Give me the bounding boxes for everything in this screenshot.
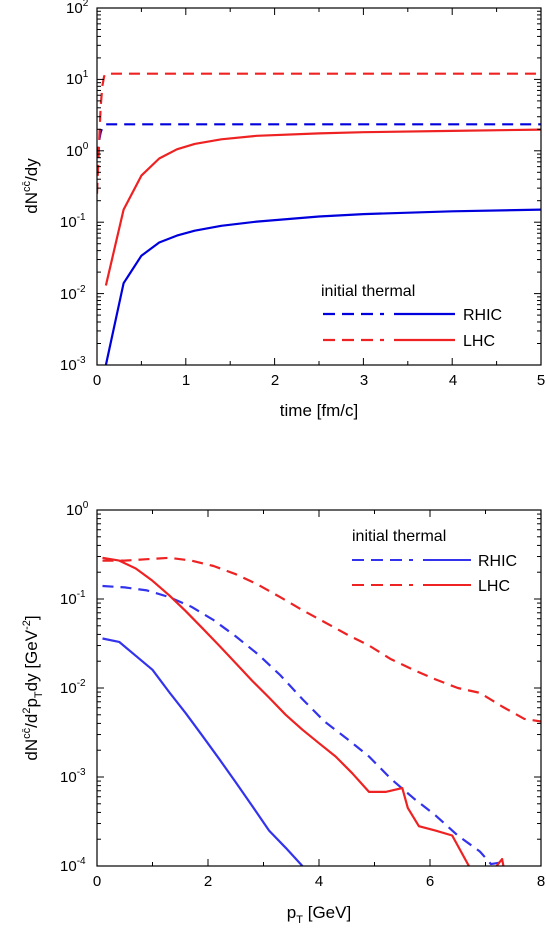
chart-bottom-xtick-label: 8 [537, 873, 545, 890]
chart-top-xtick-label: 2 [271, 372, 279, 389]
chart-bottom-xtick-label: 4 [315, 873, 323, 890]
chart-top-xtick-label: 1 [182, 372, 190, 389]
chart-bottom-xtick-label: 2 [204, 873, 212, 890]
chart-top-ytick-label: 102 [66, 0, 89, 17]
legend-label: RHIC [463, 307, 502, 324]
chart-bottom-frame [96, 509, 542, 867]
chart-bottom-xtick-label: 0 [93, 873, 101, 890]
chart-bottom-ytick-label: 10-3 [60, 767, 86, 786]
chart-top-xtick-label: 3 [360, 372, 368, 389]
chart-top-ytick-label: 10-3 [60, 355, 86, 374]
chart-bottom-legend: initial thermal RHIC LHC [352, 528, 517, 595]
chart-top-xtick-label: 5 [537, 372, 545, 389]
chart-bottom-xtick-label: 6 [426, 873, 434, 890]
chart-bottom-ylabel: dNcc̄/d2pTdy [GeV-2] [21, 615, 45, 760]
chart-top-series-rhic-thermal [104, 208, 541, 365]
chart-top-ytick-label: 10-1 [60, 212, 86, 231]
legend-header: initial thermal [352, 528, 446, 545]
chart-top-ytick-label: 101 [66, 69, 89, 88]
chart-top-ytick-label: 100 [66, 141, 89, 160]
chart-bottom-ticks [96, 509, 542, 867]
chart-top-ytick-label: 10-2 [60, 284, 86, 303]
chart-bottom-ytick-label: 10-4 [60, 856, 86, 875]
chart-top-series [97, 72, 541, 365]
legend-label: RHIC [478, 553, 517, 570]
chart-top-series-lhc-initial [97, 72, 541, 194]
chart-top-series-rhic-initial [97, 123, 541, 158]
chart-top-ticks [96, 7, 542, 366]
chart-top: 10-3 10-2 10-1 100 101 102 0 1 2 3 4 5 t… [21, 0, 545, 420]
chart-bottom-series-lhc-thermal [102, 556, 505, 866]
legend-label: LHC [463, 333, 495, 350]
chart-bottom-series-rhic-thermal [102, 637, 304, 866]
chart-bottom-series-lhc-initial [102, 556, 541, 723]
chart-bottom: 10-4 10-3 10-2 10-1 100 0 2 4 6 8 pT [Ge… [21, 500, 545, 926]
chart-bottom-series-rhic-initial [102, 584, 503, 866]
chart-top-xtick-label: 4 [449, 372, 457, 389]
chart-top-legend: initial thermal RHIC LHC [321, 283, 502, 350]
chart-bottom-ytick-label: 100 [66, 500, 89, 519]
chart-bottom-xlabel: pT [GeV] [287, 903, 351, 926]
chart-top-xtick-label: 0 [93, 372, 101, 389]
chart-top-ylabel: dNcc̄/dy [21, 158, 41, 214]
chart-bottom-series [102, 556, 541, 866]
chart-bottom-ytick-label: 10-2 [60, 678, 86, 697]
legend-label: LHC [478, 578, 510, 595]
legend-header: initial thermal [321, 283, 415, 300]
chart-top-xlabel: time [fm/c] [280, 401, 358, 420]
chart-top-series-lhc-thermal [104, 128, 541, 286]
chart-bottom-ytick-label: 10-1 [60, 589, 86, 608]
